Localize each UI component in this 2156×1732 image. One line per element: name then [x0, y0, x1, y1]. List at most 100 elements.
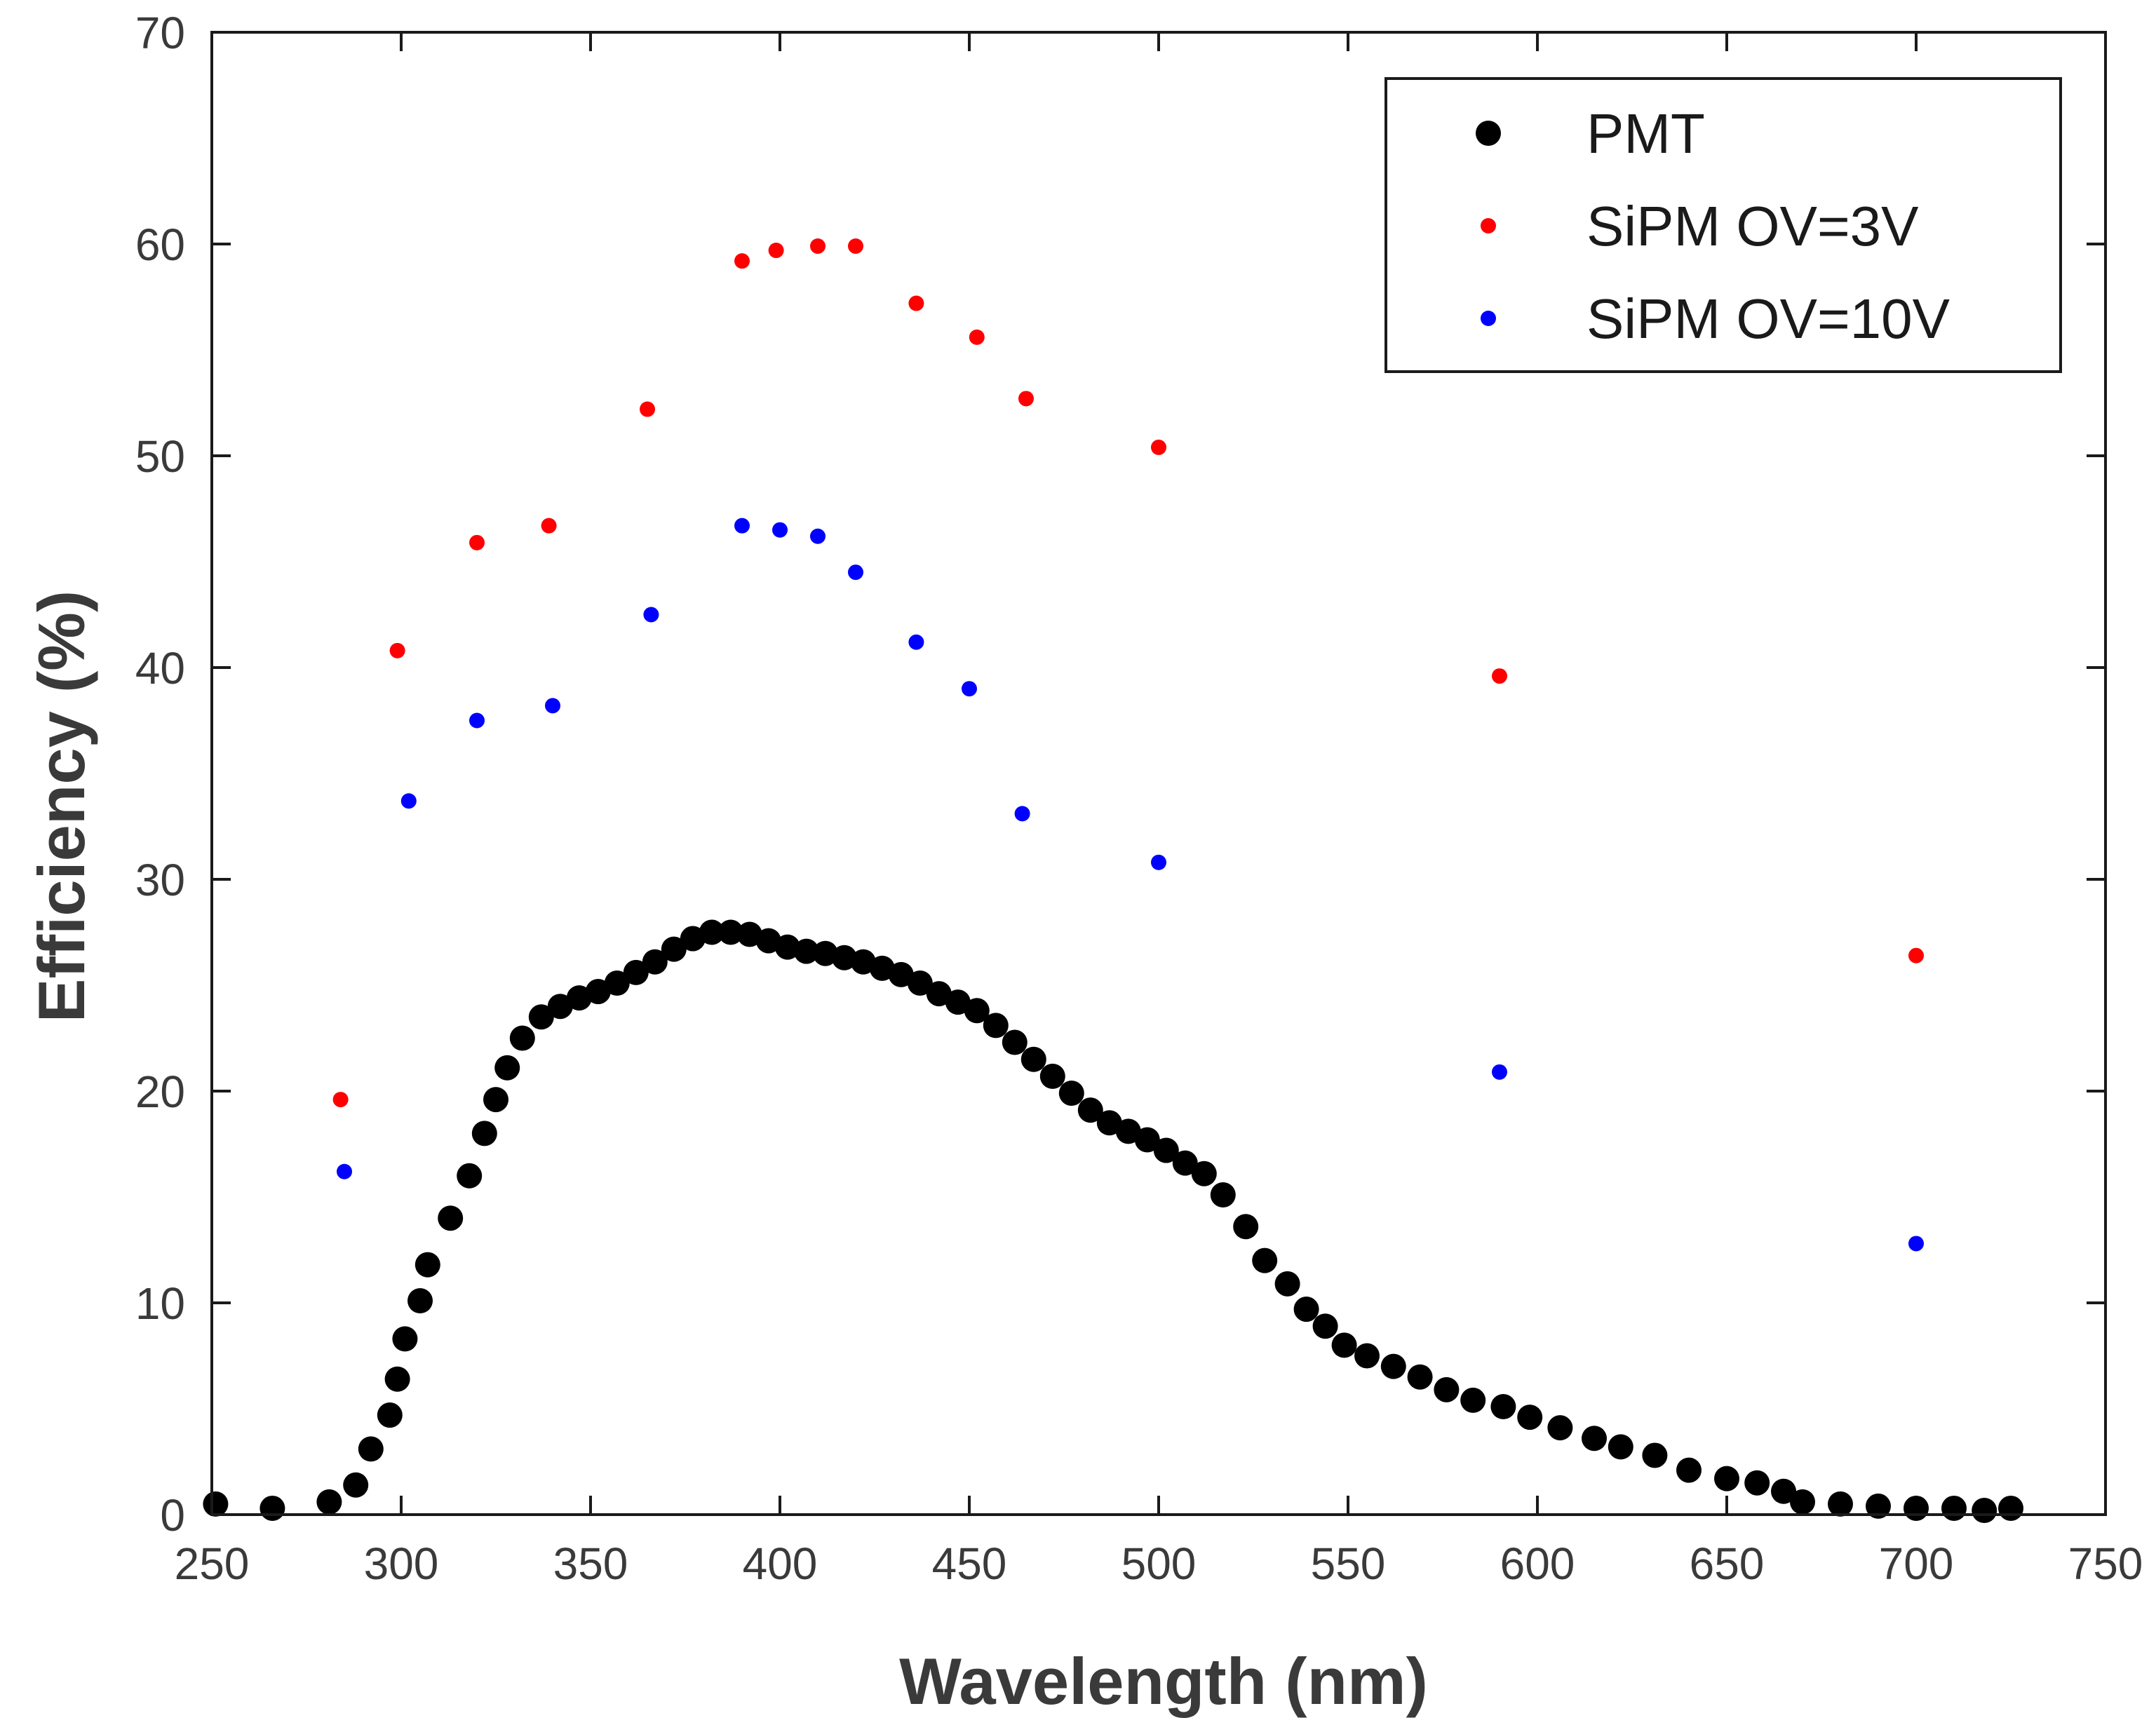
pmt-point [964, 998, 990, 1024]
y-axis-label: Efficiency (%) [25, 590, 98, 1022]
x-tick-labels: 250 300 350 400 450 500 550 600 650 700 750 [175, 1538, 2143, 1589]
legend-label-sipm-3v: SiPM OV=3V [1586, 195, 1919, 257]
sipm-10v-point [908, 634, 924, 650]
x-tick-label: 250 [175, 1538, 250, 1589]
x-tick-label: 300 [364, 1538, 439, 1589]
pmt-point [1744, 1470, 1770, 1496]
legend-label-pmt: PMT [1586, 102, 1705, 165]
pmt-point [494, 1055, 520, 1081]
pmt-point [343, 1472, 369, 1498]
x-axis-label: Wavelength (nm) [899, 1644, 1428, 1718]
sipm-3v-point [734, 253, 750, 269]
x-tick-label: 450 [932, 1538, 1007, 1589]
sipm-10v-point [1014, 806, 1030, 822]
pmt-point [1547, 1415, 1573, 1441]
sipm-10v-point [643, 607, 659, 623]
sipm-10v-point [1492, 1064, 1507, 1080]
pmt-point [1642, 1442, 1668, 1468]
pmt-point [1582, 1426, 1607, 1452]
pmt-point [1002, 1029, 1028, 1055]
pmt-point [1434, 1376, 1460, 1402]
pmt-point [1904, 1495, 1929, 1521]
pmt-point [1354, 1343, 1380, 1369]
pmt-point [661, 936, 687, 962]
pmt-point [1972, 1497, 1997, 1523]
pmt-point [1998, 1495, 2023, 1521]
y-tick-labels: 0 10 20 30 40 50 60 70 [135, 8, 185, 1541]
x-tick-label: 500 [1121, 1538, 1197, 1589]
pmt-point [680, 926, 706, 952]
pmt-point [983, 1013, 1009, 1038]
sipm-10v-point [469, 712, 485, 729]
x-tick-label: 400 [743, 1538, 818, 1589]
series-pmt [203, 919, 2023, 1523]
sipm-3v-point [848, 238, 863, 255]
pmt-point [926, 981, 952, 1007]
plot-frame [210, 31, 2107, 1516]
sipm-3v-point [1151, 439, 1166, 455]
x-tick-label: 650 [1690, 1538, 1765, 1589]
sipm-10v-point [734, 517, 750, 534]
y-tick-label: 20 [135, 1067, 185, 1117]
pmt-point [1407, 1364, 1433, 1390]
x-tick-label: 600 [1500, 1538, 1575, 1589]
sipm-3v-point [908, 295, 924, 311]
legend-marker-pmt [1476, 121, 1501, 146]
pmt-point [585, 979, 611, 1005]
sipm-3v-point [469, 534, 485, 550]
legend-label-sipm-10v: SiPM OV=10V [1586, 287, 1950, 350]
pmt-point [1490, 1393, 1516, 1419]
pmt-point [945, 989, 971, 1015]
sipm-3v-point [1018, 391, 1034, 407]
pmt-point [415, 1252, 440, 1278]
pmt-point [1153, 1137, 1179, 1163]
pmt-point [457, 1163, 483, 1189]
pmt-point [623, 959, 649, 985]
y-tick-label: 30 [135, 855, 185, 905]
pmt-point [907, 970, 933, 996]
sipm-3v-point [541, 517, 557, 534]
sipm-3v-point [1908, 947, 1924, 963]
pmt-point [850, 949, 876, 975]
sipm-3v-point [332, 1092, 349, 1108]
sipm-10v-point [772, 522, 788, 538]
pmt-point [1191, 1161, 1217, 1186]
pmt-point [392, 1326, 418, 1352]
pmt-point [604, 970, 630, 996]
pmt-point [384, 1366, 410, 1392]
sipm-10v-point [1908, 1236, 1924, 1252]
pmt-point [888, 961, 914, 987]
pmt-point [1312, 1313, 1338, 1339]
sipm-10v-point [400, 793, 417, 809]
pmt-point [1380, 1353, 1406, 1379]
pmt-point [1460, 1387, 1486, 1413]
pmt-point [1274, 1271, 1300, 1297]
pmt-point [1714, 1466, 1739, 1491]
x-tick-label: 750 [2068, 1538, 2143, 1589]
pmt-point [1866, 1493, 1891, 1519]
y-tick-label: 0 [160, 1490, 185, 1541]
pmt-point [1331, 1332, 1357, 1358]
sipm-10v-point [848, 564, 863, 581]
pmt-point [1252, 1247, 1278, 1273]
y-tick-label: 40 [135, 643, 185, 694]
pmt-point [1608, 1434, 1633, 1460]
pmt-point [203, 1491, 229, 1517]
y-tick-label: 70 [135, 8, 185, 58]
data-points [203, 238, 2023, 1523]
pmt-point [1210, 1182, 1236, 1207]
sipm-3v-point [640, 401, 655, 417]
sipm-3v-point [969, 329, 985, 345]
legend: PMT SiPM OV=3V SiPM OV=10V [1384, 77, 2062, 373]
pmt-point [566, 985, 592, 1011]
pmt-point [1941, 1495, 1967, 1521]
y-tick-label: 60 [135, 219, 185, 270]
pmt-point [407, 1287, 433, 1313]
sipm-10v-point [545, 698, 560, 714]
sipm-3v-point [1492, 668, 1507, 684]
pmt-point [1020, 1046, 1046, 1072]
series-sipm-3v [332, 238, 1924, 1108]
legend-marker-sipm-10v [1481, 311, 1496, 326]
pmt-point [793, 938, 819, 964]
pmt-point [471, 1121, 497, 1146]
